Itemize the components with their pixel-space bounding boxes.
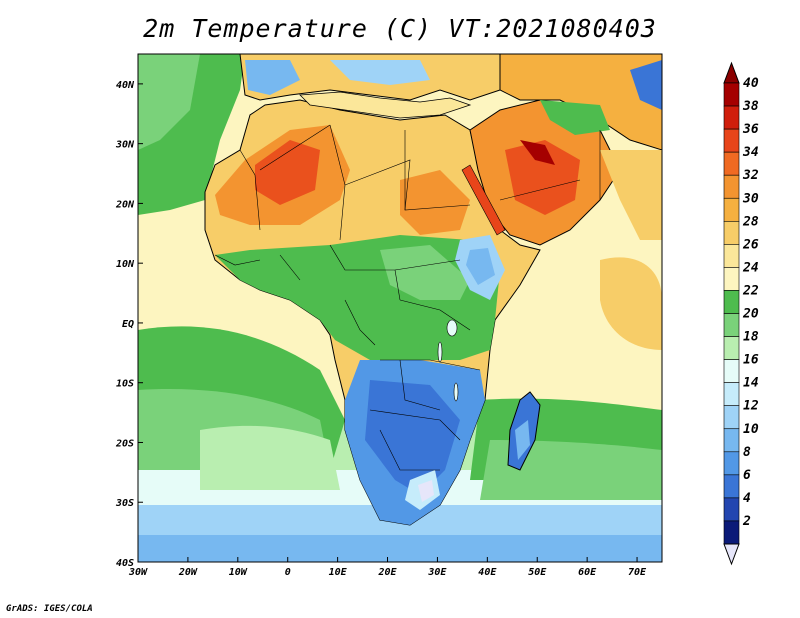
colorbar-label: 32: [742, 168, 759, 183]
y-axis: 40N 30N 20N 10N EQ 10S 20S 30S 40S: [115, 80, 143, 569]
colorbar-swatch: [723, 105, 740, 130]
y-tick-label: 30S: [115, 498, 134, 509]
colorbar-swatch: [723, 497, 740, 522]
x-tick-label: 50E: [528, 567, 547, 578]
colorbar-swatch: [723, 336, 740, 360]
map-title: 2m Temperature (C) VT:2021080403: [143, 14, 657, 43]
colorbar-label: 10: [743, 422, 759, 437]
colorbar-label: 4: [743, 491, 751, 506]
colorbar-swatch: [723, 474, 740, 499]
colorbar-swatch: [723, 359, 740, 383]
colorbar-swatch: [723, 82, 740, 107]
colorbar-swatch: [723, 405, 740, 430]
plot-frame: [137, 53, 663, 563]
colorbar-label: 22: [742, 283, 759, 298]
x-tick-label: 0: [285, 567, 291, 578]
colorbar-swatch: [723, 128, 740, 153]
y-tick-label: 20S: [115, 438, 134, 449]
colorbar-swatch: [723, 451, 740, 476]
colorbar-label: 18: [743, 330, 759, 345]
colorbar-swatch: [723, 382, 740, 406]
colorbar-label: 20: [742, 307, 759, 322]
temperature-field: [138, 54, 662, 562]
y-tick-label: 30N: [115, 140, 135, 151]
colorbar-swatch: [723, 267, 740, 291]
colorbar-label: 38: [742, 99, 759, 114]
y-tick-label: EQ: [122, 319, 134, 330]
x-tick-label: 10W: [229, 567, 248, 578]
y-tick-label: 40S: [116, 558, 134, 569]
colorbar-swatch: [723, 174, 740, 199]
colorbar-label: 28: [742, 214, 759, 229]
x-tick-label: 30W: [128, 567, 148, 578]
colorbar-label: 34: [742, 145, 759, 160]
x-tick-label: 60E: [578, 567, 597, 578]
x-axis: 30W 20W 10W 0 10E 20E 30E 40E 50E 60E 70E: [128, 557, 647, 578]
colorbar-label: 14: [743, 376, 759, 391]
colorbar-swatch: [723, 290, 740, 314]
y-tick-label: 10S: [116, 379, 134, 390]
colorbar: 40 38 36 34 32 30 28 26 24 22 20 18 16 14 12 10 8 6 4 2: [723, 61, 759, 566]
colorbar-label: 8: [743, 445, 751, 460]
colorbar-label: 40: [743, 76, 759, 91]
x-tick-label: 30E: [427, 567, 447, 578]
colorbar-bottom-arrow: [723, 543, 740, 566]
y-tick-label: 20N: [115, 199, 135, 210]
colorbar-label: 6: [743, 468, 751, 483]
y-tick-label: 40N: [116, 80, 135, 91]
colorbar-swatch: [723, 151, 740, 176]
colorbar-swatch: [723, 197, 740, 222]
x-tick-label: 20E: [377, 567, 397, 578]
y-tick-label: 10N: [116, 259, 135, 270]
x-tick-label: 20W: [178, 567, 198, 578]
grads-credit: GrADS: IGES/COLA: [6, 604, 93, 614]
colorbar-label: 12: [743, 399, 759, 414]
x-tick-label: 10E: [329, 567, 348, 578]
colorbar-swatch: [723, 244, 740, 268]
colorbar-swatch: [723, 313, 740, 337]
x-tick-label: 70E: [628, 567, 647, 578]
colorbar-label: 30: [742, 191, 759, 206]
colorbar-top-arrow: [723, 61, 740, 84]
colorbar-swatch: [723, 428, 740, 453]
colorbar-label: 24: [742, 260, 759, 275]
colorbar-label: 2: [742, 514, 751, 529]
colorbar-label: 16: [743, 353, 759, 368]
colorbar-swatch: [723, 221, 740, 245]
x-tick-label: 40E: [478, 567, 497, 578]
colorbar-label: 26: [742, 237, 759, 252]
colorbar-swatch: [723, 520, 740, 545]
colorbar-label: 36: [742, 122, 759, 137]
